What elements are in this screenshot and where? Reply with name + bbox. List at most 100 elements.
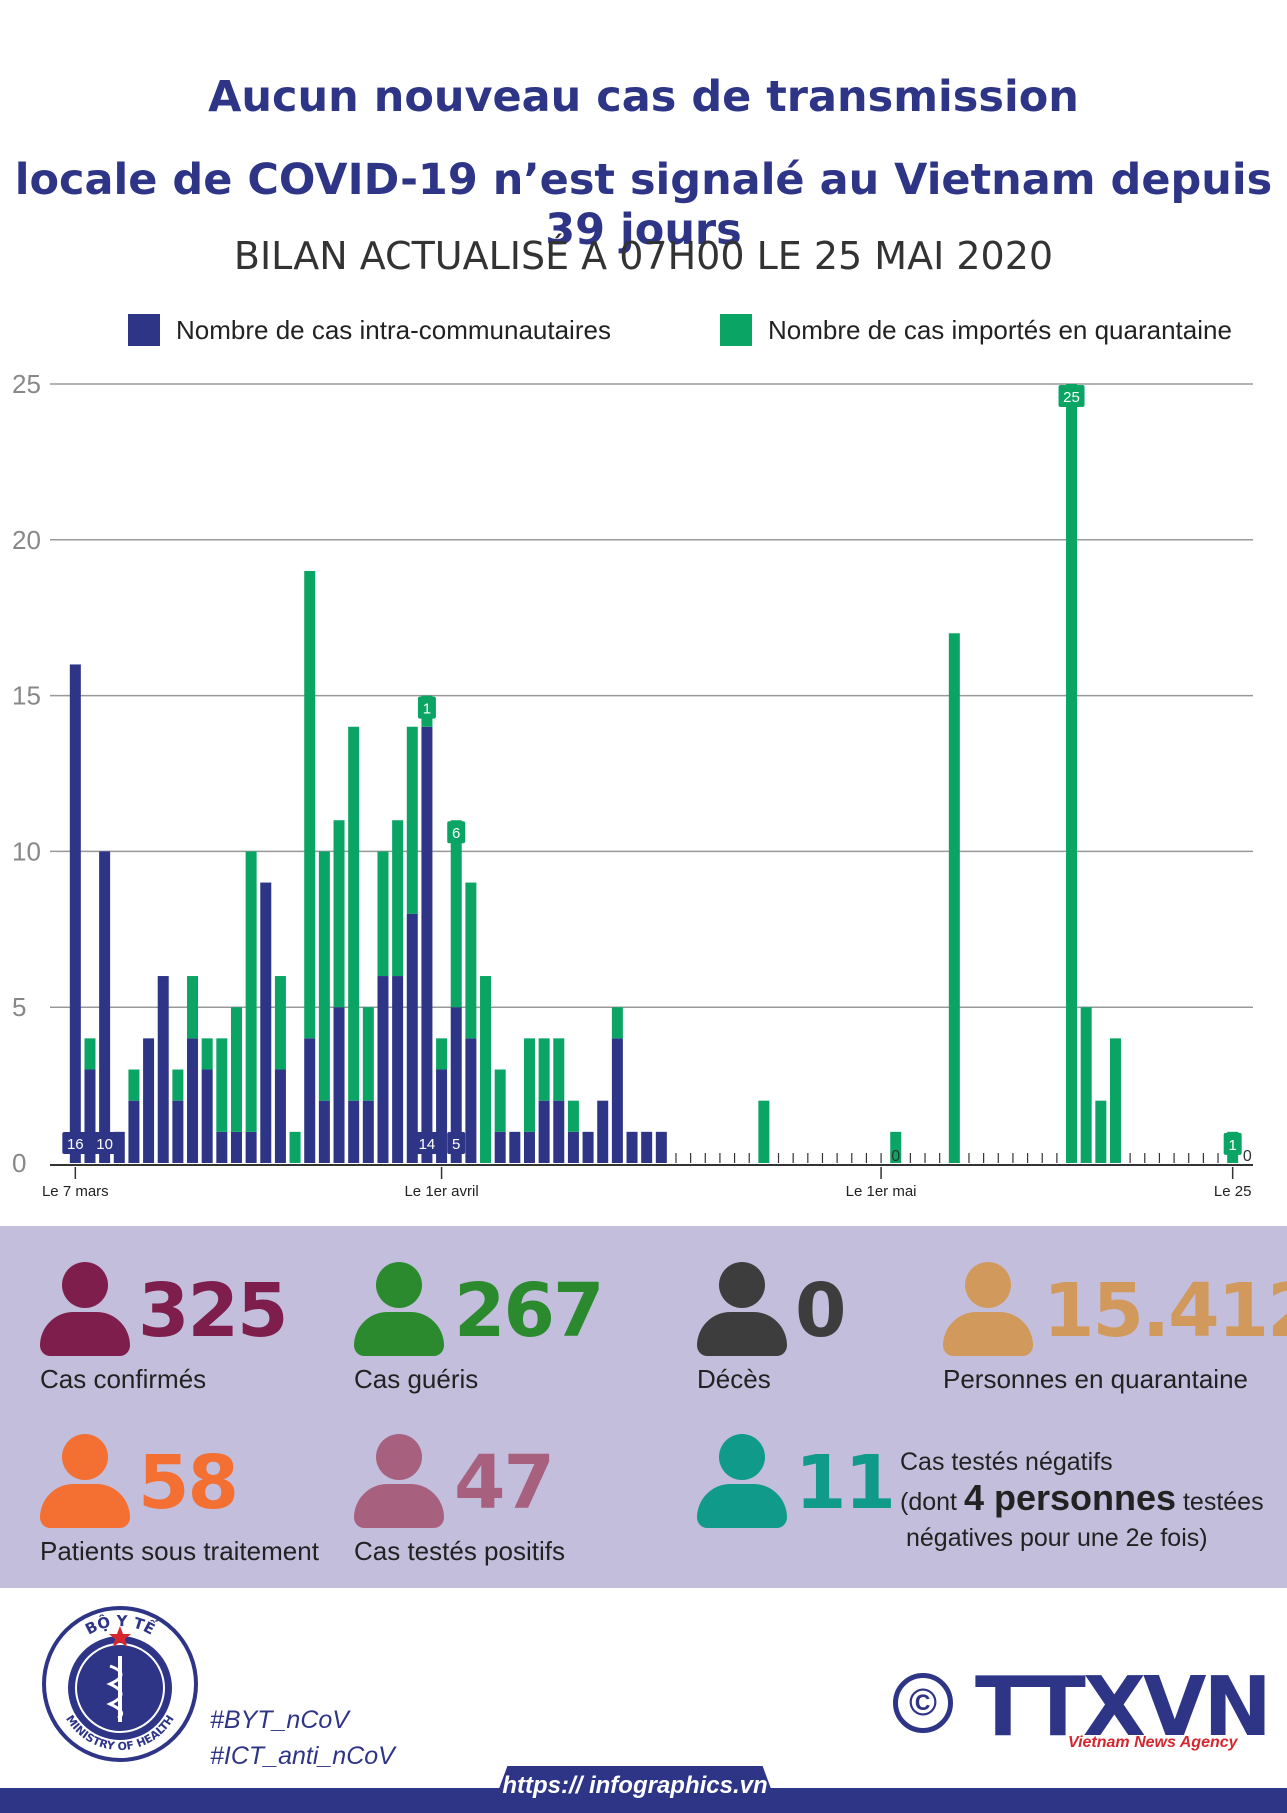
legend-imported-label: Nombre de cas importés en quarantaine: [768, 314, 1232, 345]
bar-imported: [611, 1007, 623, 1039]
negative-line-3: négatives pour une 2e fois): [906, 1524, 1208, 1552]
url-tab: [490, 1766, 780, 1813]
bar-intra: [523, 1131, 535, 1163]
bar-imported: [480, 976, 492, 1163]
bar-imported: [538, 1038, 550, 1101]
bar-intra: [553, 1100, 565, 1163]
recovered-value: 267: [454, 1268, 604, 1354]
y-tick-label: 20: [12, 525, 41, 555]
bar-imported: [274, 976, 286, 1070]
bar-imported: [216, 1038, 228, 1132]
bar-intra: [274, 1069, 286, 1163]
bar-intra: [421, 726, 433, 1163]
bar-intra: [538, 1100, 550, 1163]
bar-imported: [333, 820, 345, 1008]
bar-value-label: 1: [1229, 1137, 1237, 1154]
bar-intra: [128, 1100, 140, 1163]
zero-label: 0: [891, 1148, 900, 1165]
legend-intra-label: Nombre de cas intra-communautaires: [176, 314, 611, 345]
bar-intra: [655, 1131, 667, 1163]
bar-intra: [436, 1069, 448, 1163]
bar-imported: [230, 1007, 242, 1132]
negative-line-2-pre: (dont: [900, 1488, 957, 1516]
bar-imported: [567, 1100, 579, 1132]
positive-value: 47: [454, 1440, 555, 1526]
bar-intra: [348, 1100, 360, 1163]
bar-intra: [230, 1131, 242, 1163]
x-tick-label: Le 25: [1214, 1183, 1252, 1200]
bar-intra: [113, 1131, 125, 1163]
bar-intra: [509, 1131, 521, 1163]
bar-imported: [1109, 1038, 1121, 1163]
footer-url[interactable]: https:// infographics.vn: [502, 1772, 768, 1799]
confirmed-value: 325: [138, 1268, 288, 1354]
bar-intra: [260, 882, 272, 1163]
bar-value-badge: [413, 1132, 440, 1154]
bar-imported: [494, 1069, 506, 1132]
bar-intra: [450, 1007, 462, 1163]
negative-value: 11: [795, 1440, 896, 1526]
bar-value-badge: [62, 1132, 89, 1154]
quarantine-person-icon: [943, 1262, 1033, 1358]
treatment-person-icon: [40, 1434, 130, 1530]
bar-imported: [948, 633, 960, 1163]
bar-intra: [172, 1100, 184, 1163]
bar-imported: [465, 882, 477, 1039]
bar-intra: [582, 1131, 594, 1163]
bar-value-label: 5: [452, 1136, 460, 1153]
bar-imported: [1066, 384, 1078, 1163]
bar-intra: [392, 976, 404, 1163]
bar-intra: [333, 1007, 345, 1163]
title-line-2: locale de COVID-19 n’est signalé au Viet…: [14, 155, 1273, 255]
bar-imported: [201, 1038, 213, 1070]
subtitle: BILAN ACTUALISÉ A 07H00 LE 25 MAI 2020: [233, 234, 1054, 278]
recovered-label: Cas guéris: [354, 1364, 479, 1394]
bar-imported: [172, 1069, 184, 1101]
negative-line-2-post: testées: [1182, 1488, 1264, 1516]
bar-imported: [318, 851, 330, 1101]
bar-imported: [392, 820, 404, 977]
zero-label: 0: [1243, 1148, 1252, 1165]
bar-value-badge: [417, 696, 436, 719]
bar-intra: [362, 1100, 374, 1163]
deaths-value: 0: [795, 1268, 846, 1354]
hashtag-2: #ICT_anti_nCoV: [210, 1742, 395, 1770]
y-tick-label: 10: [12, 836, 41, 866]
stats-panel: [0, 1226, 1287, 1588]
bar-intra: [318, 1100, 330, 1163]
bar-imported: [436, 1038, 448, 1070]
bar-value-label: 10: [96, 1136, 113, 1153]
bar-intra: [377, 976, 389, 1163]
title-line-1: Aucun nouveau cas de transmission: [208, 72, 1079, 122]
legend-imported-swatch: [720, 314, 752, 346]
bar-intra: [567, 1131, 579, 1163]
hashtag-1: #BYT_nCoV: [210, 1706, 349, 1734]
ttxvn-logo-subtitle: Vietnam News Agency: [1068, 1734, 1238, 1751]
bar-imported: [377, 851, 389, 977]
bar-intra: [597, 1100, 609, 1163]
bar-imported: [553, 1038, 565, 1101]
legend-intra: Nombre de cas intra-communautaires: [128, 313, 611, 347]
bar-imported: [348, 726, 360, 1101]
copyright-icon: ©: [893, 1673, 953, 1733]
bar-imported: [128, 1069, 140, 1101]
negative-person-icon: [697, 1434, 787, 1530]
x-tick-label: Le 1er avril: [404, 1183, 478, 1200]
bar-intra: [187, 1038, 199, 1163]
bar-value-label: 16: [67, 1136, 84, 1153]
bar-value-badge: [1223, 1132, 1242, 1155]
quarantine-value: 15.412: [1043, 1268, 1287, 1354]
legend-imported: Nombre de cas importés en quarantaine: [720, 313, 1232, 347]
negative-line-1: Cas testés négatifs: [900, 1448, 1113, 1476]
bar-intra: [626, 1131, 638, 1163]
ministry-of-health-logo-icon: BỘ Y TẾ MINISTRY OF HEALTH: [42, 1606, 198, 1762]
y-tick-label: 0: [12, 1148, 26, 1178]
bar-intra: [494, 1131, 506, 1163]
confirmed-person-icon: [40, 1262, 130, 1358]
legend-intra-swatch: [128, 314, 160, 346]
bar-imported: [890, 1131, 902, 1163]
bar-imported: [450, 820, 462, 1008]
bar-intra: [201, 1069, 213, 1163]
bar-imported: [362, 1007, 374, 1101]
